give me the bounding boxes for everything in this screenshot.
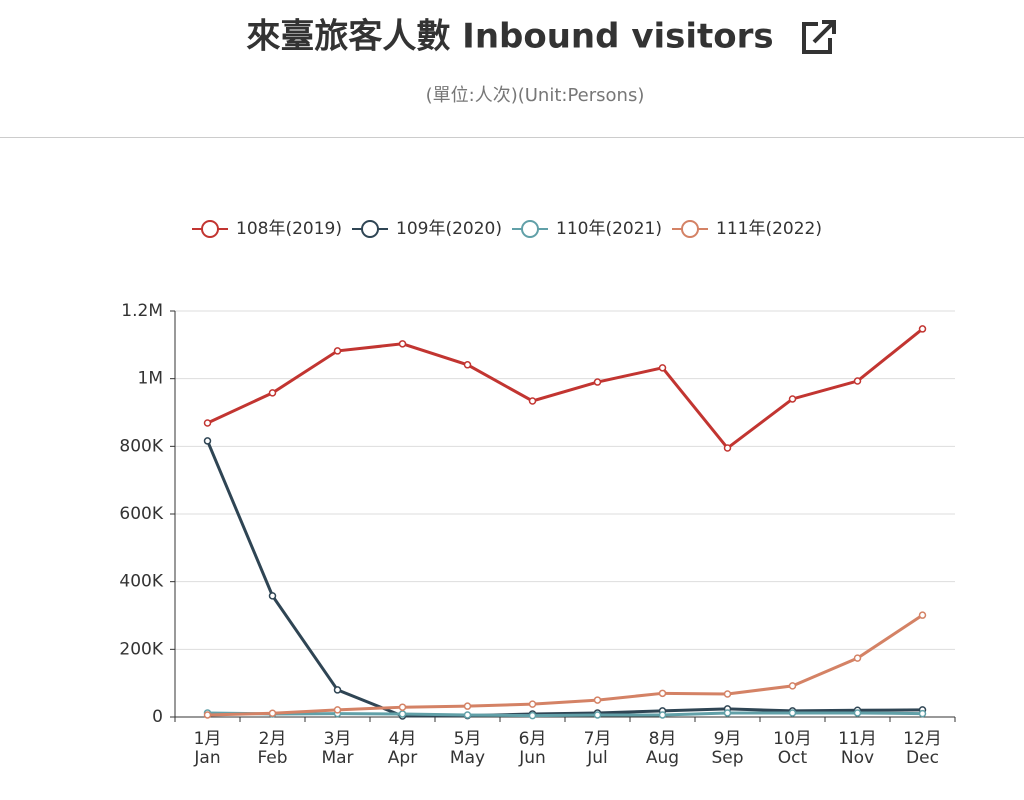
point: [203, 419, 212, 427]
series-line: [207, 711, 923, 718]
point: [918, 709, 927, 718]
point: [723, 709, 732, 717]
point: [788, 709, 797, 717]
point: [723, 690, 732, 698]
x-tick-label: Dec: [906, 748, 939, 768]
x-tick-label: 7月: [584, 729, 612, 749]
point: [398, 340, 407, 348]
point: [658, 711, 667, 719]
legend-marker: [681, 220, 699, 238]
point: [658, 364, 667, 372]
point: [463, 702, 472, 710]
point: [398, 710, 407, 718]
y-tick-label: 1.2M: [121, 301, 163, 321]
point: [203, 437, 212, 445]
y-tick-label: 1M: [138, 369, 163, 389]
legend-label: 110年(2021): [556, 219, 662, 239]
legend-marker: [201, 220, 219, 238]
icon-arrow: [812, 20, 836, 44]
y-tick-label: 400K: [119, 572, 163, 592]
chart-title: 來臺旅客人數 Inbound visitors: [246, 17, 773, 57]
point: [593, 696, 602, 704]
x-tick-label: 2月: [259, 729, 287, 749]
icon-box: [802, 22, 832, 54]
x-tick-label: 4月: [389, 729, 417, 749]
series-line: [206, 440, 923, 718]
point: [268, 592, 277, 600]
legend-label: 108年(2019): [236, 219, 342, 239]
point: [853, 654, 862, 662]
point: [528, 397, 537, 405]
external-link-icon[interactable]: [802, 20, 836, 54]
x-tick-label: Nov: [841, 748, 874, 768]
point: [333, 706, 342, 714]
point: [853, 709, 862, 717]
point: [723, 444, 732, 452]
x-tick-label: Jun: [518, 748, 546, 768]
x-tick-label: Jan: [193, 748, 220, 768]
y-tick-label: 800K: [119, 436, 163, 456]
x-tick-label: Mar: [321, 748, 353, 768]
point: [203, 711, 212, 719]
x-tick-label: 9月: [714, 729, 742, 749]
point: [528, 711, 537, 720]
point: [788, 682, 797, 690]
x-tick-label: 6月: [519, 729, 547, 749]
x-tick-label: 1月: [194, 729, 222, 749]
point: [268, 709, 277, 718]
legend-marker: [361, 220, 379, 238]
x-tick-label: 3月: [324, 729, 352, 749]
x-tick-label: Feb: [257, 748, 287, 768]
x-tick-label: 11月: [838, 729, 877, 749]
point: [853, 377, 862, 385]
x-tick-label: Aug: [646, 748, 679, 768]
point: [333, 686, 342, 694]
point: [593, 378, 602, 386]
x-tick-label: Jul: [586, 748, 608, 768]
y-tick-label: 0: [152, 707, 163, 727]
point: [918, 325, 927, 333]
series-line: [207, 613, 924, 717]
chart-subtitle: (單位:人次)(Unit:Persons): [426, 85, 645, 106]
point: [398, 703, 407, 711]
legend-marker: [521, 220, 539, 238]
y-tick-label: 600K: [119, 504, 163, 524]
x-tick-label: 12月: [903, 729, 942, 749]
x-tick-label: Apr: [388, 748, 417, 768]
x-tick-label: Oct: [778, 748, 808, 768]
x-tick-label: May: [450, 748, 485, 768]
x-tick-label: Sep: [711, 748, 743, 768]
point: [528, 700, 537, 708]
legend-label: 109年(2020): [396, 219, 502, 239]
x-tick-label: 8月: [649, 729, 677, 749]
point: [463, 711, 472, 719]
series-line: [206, 327, 924, 451]
point: [788, 395, 797, 403]
point: [918, 611, 927, 619]
x-tick-label: 5月: [454, 729, 482, 749]
point: [333, 347, 342, 355]
legend-label: 111年(2022): [716, 219, 822, 239]
point: [658, 689, 667, 698]
y-tick-label: 200K: [119, 639, 163, 659]
point: [268, 389, 277, 397]
x-tick-label: 10月: [773, 729, 812, 749]
point: [593, 711, 602, 719]
point: [463, 361, 472, 369]
